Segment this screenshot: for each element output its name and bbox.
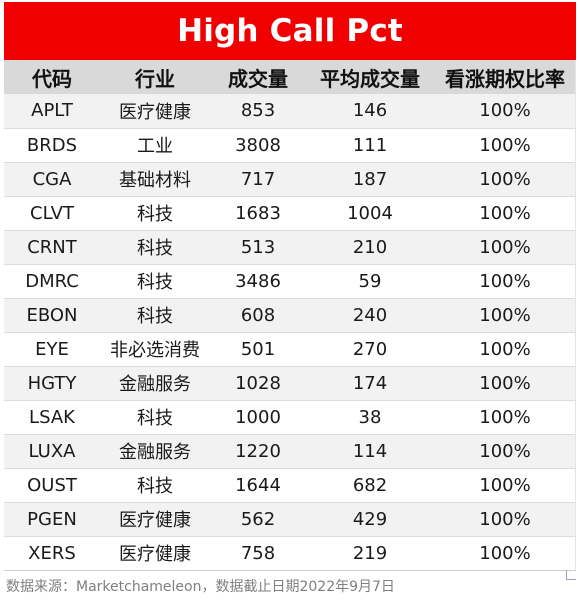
volume-cell[interactable]: 1000 <box>235 406 281 428</box>
table-bottom-border <box>4 570 576 571</box>
sector-cell[interactable]: 科技 <box>137 306 173 327</box>
ticker-cell[interactable]: CLVT <box>30 202 74 224</box>
volume-cell[interactable]: 1644 <box>235 474 281 496</box>
table-row[interactable]: LUXA 金融服务 1220 114 100% <box>4 434 576 468</box>
table-row[interactable]: BRDS 工业 3808 111 100% <box>4 128 576 162</box>
header-volume[interactable]: 成交量 <box>228 66 288 91</box>
call-pct-cell[interactable]: 100% <box>479 134 531 156</box>
table-row[interactable]: HGTY 金融服务 1028 174 100% <box>4 366 576 400</box>
table-row[interactable]: EBON 科技 608 240 100% <box>4 298 576 332</box>
volume-cell[interactable]: 758 <box>240 542 276 564</box>
avg-volume-cell[interactable]: 240 <box>352 304 388 326</box>
volume-cell[interactable]: 3486 <box>235 270 281 292</box>
ticker-cell[interactable]: OUST <box>27 474 77 496</box>
avg-volume-cell[interactable]: 174 <box>352 372 388 394</box>
ticker-cell[interactable]: EYE <box>35 338 69 360</box>
call-pct-cell[interactable]: 100% <box>479 168 531 190</box>
volume-cell[interactable]: 608 <box>240 304 276 326</box>
table-title: High Call Pct <box>4 2 576 60</box>
call-pct-cell[interactable]: 100% <box>479 406 531 428</box>
header-ticker[interactable]: 代码 <box>32 66 72 91</box>
volume-cell[interactable]: 717 <box>240 168 276 190</box>
header-row: 代码 行业 成交量 平均成交量 看涨期权比率 <box>4 60 576 94</box>
sector-cell[interactable]: 科技 <box>137 204 173 225</box>
ticker-cell[interactable]: BRDS <box>26 134 78 156</box>
sector-cell[interactable]: 科技 <box>137 272 173 293</box>
avg-volume-cell[interactable]: 187 <box>352 168 388 190</box>
sector-cell[interactable]: 金融服务 <box>119 442 191 463</box>
call-pct-cell[interactable]: 100% <box>479 202 531 224</box>
avg-volume-cell[interactable]: 59 <box>358 270 382 292</box>
call-pct-cell[interactable]: 100% <box>479 474 531 496</box>
sector-cell[interactable]: 医疗健康 <box>119 510 191 531</box>
column-border <box>575 60 576 570</box>
avg-volume-cell[interactable]: 146 <box>352 100 388 122</box>
table-row[interactable]: PGEN 医疗健康 562 429 100% <box>4 502 576 536</box>
avg-volume-cell[interactable]: 38 <box>358 406 382 428</box>
volume-cell[interactable]: 1220 <box>235 440 281 462</box>
sector-cell[interactable]: 科技 <box>137 476 173 497</box>
avg-volume-cell[interactable]: 270 <box>352 338 388 360</box>
sector-cell[interactable]: 科技 <box>137 238 173 259</box>
ticker-cell[interactable]: CGA <box>32 168 72 190</box>
call-pct-cell[interactable]: 100% <box>479 270 531 292</box>
ticker-cell[interactable]: APLT <box>31 100 73 122</box>
ticker-cell[interactable]: LSAK <box>29 406 75 428</box>
volume-cell[interactable]: 513 <box>240 236 276 258</box>
table-row[interactable]: CLVT 科技 1683 1004 100% <box>4 196 576 230</box>
ticker-cell[interactable]: XERS <box>28 542 76 564</box>
header-call-pct[interactable]: 看涨期权比率 <box>445 66 565 91</box>
table-row[interactable]: CGA 基础材料 717 187 100% <box>4 162 576 196</box>
call-pct-cell[interactable]: 100% <box>479 304 531 326</box>
avg-volume-cell[interactable]: 219 <box>352 542 388 564</box>
ticker-cell[interactable]: PGEN <box>27 508 77 530</box>
table-row[interactable]: APLT 医疗健康 853 146 100% <box>4 94 576 128</box>
table-row[interactable]: DMRC 科技 3486 59 100% <box>4 264 576 298</box>
sector-cell[interactable]: 金融服务 <box>119 374 191 395</box>
volume-cell[interactable]: 3808 <box>235 134 281 156</box>
table-row[interactable]: LSAK 科技 1000 38 100% <box>4 400 576 434</box>
volume-cell[interactable]: 853 <box>240 100 276 122</box>
call-pct-cell[interactable]: 100% <box>479 236 531 258</box>
call-pct-cell[interactable]: 100% <box>479 100 531 122</box>
data-table: 代码 行业 成交量 平均成交量 看涨期权比率 APLT 医疗健康 853 146 100… <box>4 60 576 570</box>
volume-cell[interactable]: 501 <box>240 338 276 360</box>
table-row[interactable]: XERS 医疗健康 758 219 100% <box>4 536 576 570</box>
volume-cell[interactable]: 1683 <box>235 202 281 224</box>
table-row[interactable]: EYE 非必选消费 501 270 100% <box>4 332 576 366</box>
sector-cell[interactable]: 非必选消费 <box>110 340 200 361</box>
ticker-cell[interactable]: LUXA <box>28 440 76 462</box>
ticker-cell[interactable]: DMRC <box>25 270 79 292</box>
avg-volume-cell[interactable]: 114 <box>352 440 388 462</box>
sector-cell[interactable]: 科技 <box>137 408 173 429</box>
header-sector[interactable]: 行业 <box>135 66 175 91</box>
sector-cell[interactable]: 工业 <box>137 136 173 157</box>
sector-cell[interactable]: 基础材料 <box>119 170 191 191</box>
selection-corner-icon <box>566 570 576 580</box>
sector-cell[interactable]: 医疗健康 <box>119 544 191 566</box>
table-row[interactable]: OUST 科技 1644 682 100% <box>4 468 576 502</box>
avg-volume-cell[interactable]: 429 <box>352 508 388 530</box>
ticker-cell[interactable]: CRNT <box>27 236 77 258</box>
call-pct-cell[interactable]: 100% <box>479 440 531 462</box>
table-row[interactable]: CRNT 科技 513 210 100% <box>4 230 576 264</box>
source-note: 数据来源：Marketchameleon，数据截止日期2022年9月7日 <box>6 579 395 595</box>
volume-cell[interactable]: 1028 <box>235 372 281 394</box>
avg-volume-cell[interactable]: 1004 <box>347 202 393 224</box>
ticker-cell[interactable]: HGTY <box>27 372 77 394</box>
avg-volume-cell[interactable]: 111 <box>352 134 388 156</box>
avg-volume-cell[interactable]: 210 <box>352 236 388 258</box>
sector-cell[interactable]: 医疗健康 <box>119 101 191 123</box>
avg-volume-cell[interactable]: 682 <box>352 474 388 496</box>
call-pct-cell[interactable]: 100% <box>479 508 531 530</box>
call-pct-cell[interactable]: 100% <box>479 338 531 360</box>
volume-cell[interactable]: 562 <box>240 508 276 530</box>
call-pct-cell[interactable]: 100% <box>479 542 531 564</box>
table-body: APLT 医疗健康 853 146 100% BRDS 工业 3808 111 100% CGA 基础… <box>4 94 576 570</box>
header-avg-volume[interactable]: 平均成交量 <box>320 66 420 91</box>
call-pct-cell[interactable]: 100% <box>479 372 531 394</box>
ticker-cell[interactable]: EBON <box>26 304 78 326</box>
